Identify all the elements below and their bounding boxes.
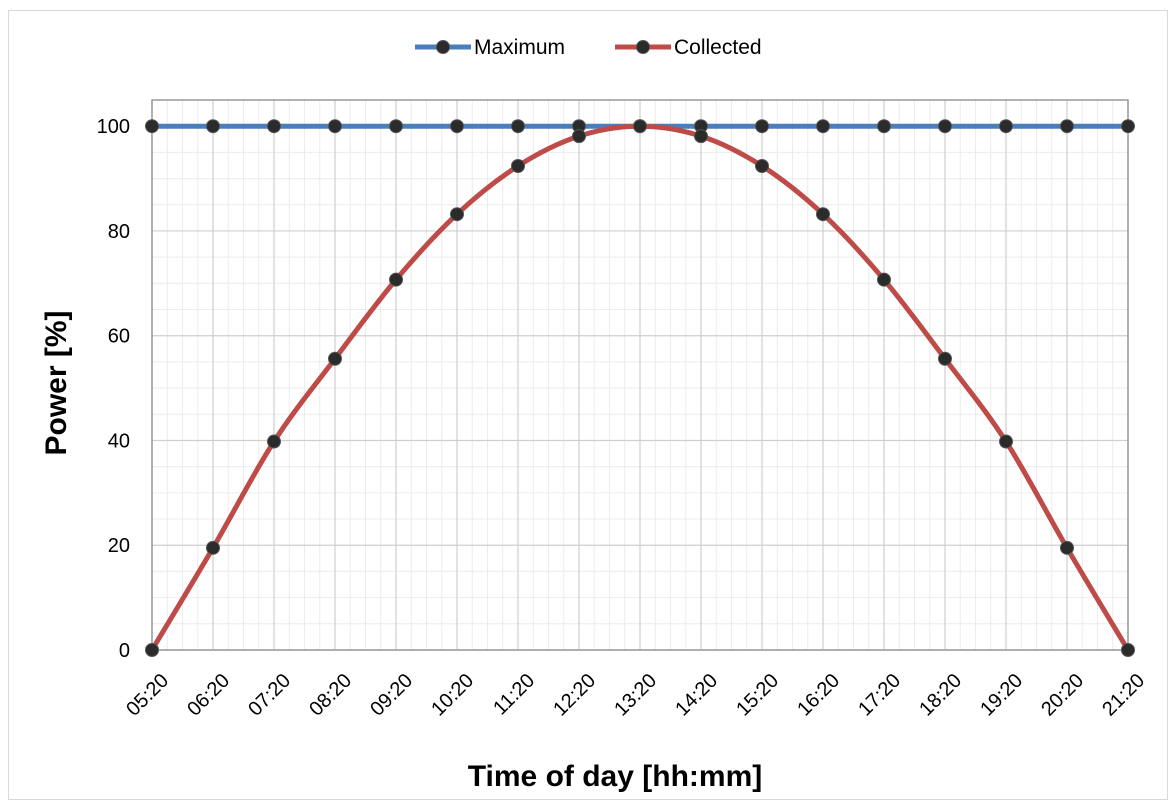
data-point-maximum xyxy=(511,119,525,134)
data-point-maximum xyxy=(1121,119,1135,134)
legend-label-collected: Collected xyxy=(674,36,762,59)
x-tick-label: 17:20 xyxy=(854,670,905,721)
x-axis-title: Time of day [hh:mm] xyxy=(468,760,762,793)
data-point-maximum xyxy=(816,119,830,134)
data-point-collected xyxy=(694,129,708,144)
x-tick-label: 08:20 xyxy=(305,670,356,721)
data-point-maximum xyxy=(755,119,769,134)
data-point-collected xyxy=(938,351,952,366)
data-point-collected xyxy=(328,351,342,366)
data-point-maximum xyxy=(877,119,891,134)
data-point-maximum xyxy=(1060,119,1074,134)
data-point-collected xyxy=(206,540,220,555)
data-point-collected xyxy=(572,129,586,144)
chart-frame xyxy=(8,10,1168,800)
data-point-collected xyxy=(633,119,647,134)
legend-label-maximum: Maximum xyxy=(474,36,565,59)
x-tick-label: 18:20 xyxy=(915,670,966,721)
x-tick-label: 05:20 xyxy=(122,670,173,721)
x-tick-label: 15:20 xyxy=(732,670,783,721)
series-layer xyxy=(145,119,1135,657)
x-tick-label: 19:20 xyxy=(976,670,1027,721)
x-tick-label: 21:20 xyxy=(1098,670,1149,721)
plot-border xyxy=(151,99,1129,651)
data-point-maximum xyxy=(267,119,281,134)
data-point-collected xyxy=(389,272,403,287)
x-tick-label: 11:20 xyxy=(489,670,539,720)
x-tick-labels: 05:20 06:20 07:20 08:20 09:20 10:20 11:20 12:20… xyxy=(122,670,1149,721)
y-axis-title: Power [%] xyxy=(40,310,73,455)
data-point-collected xyxy=(877,272,891,287)
x-tick-label: 13:20 xyxy=(610,670,661,721)
x-tick-label: 14:20 xyxy=(671,670,722,721)
legend: Maximum Collected xyxy=(415,36,762,59)
x-tick-label: 09:20 xyxy=(366,670,417,721)
x-tick-label: 07:20 xyxy=(244,670,295,721)
data-point-collected xyxy=(267,434,281,449)
data-point-maximum xyxy=(389,119,403,134)
y-tick-label: 40 xyxy=(108,430,130,452)
data-point-collected xyxy=(999,434,1013,449)
y-tick-label: 80 xyxy=(108,221,130,243)
y-tick-label: 100 xyxy=(97,116,130,138)
x-tick-label: 12:20 xyxy=(549,670,600,721)
data-point-collected xyxy=(145,643,159,657)
data-point-maximum xyxy=(328,119,342,134)
data-point-collected xyxy=(755,159,769,173)
x-tick-label: 10:20 xyxy=(427,670,478,721)
grid-layer xyxy=(151,100,1129,651)
data-point-maximum xyxy=(145,119,159,134)
y-tick-label: 20 xyxy=(108,535,130,557)
data-point-maximum xyxy=(206,119,220,134)
y-tick-label: 60 xyxy=(108,326,130,348)
legend-marker-collected xyxy=(636,40,650,54)
data-point-maximum xyxy=(999,119,1013,134)
x-tick-label: 16:20 xyxy=(793,670,844,721)
y-tick-label: 0 xyxy=(119,640,130,662)
data-point-collected xyxy=(1121,643,1135,657)
x-tick-label: 06:20 xyxy=(183,670,234,721)
data-point-collected xyxy=(450,207,464,222)
data-point-maximum xyxy=(938,119,952,134)
data-point-collected xyxy=(816,207,830,222)
data-point-maximum xyxy=(450,119,464,134)
data-point-collected xyxy=(1060,540,1074,555)
legend-marker-maximum xyxy=(436,40,450,54)
y-tick-labels: 0 20 40 60 80 100 xyxy=(97,116,130,662)
data-point-collected xyxy=(511,159,525,173)
x-tick-label: 20:20 xyxy=(1037,670,1088,721)
